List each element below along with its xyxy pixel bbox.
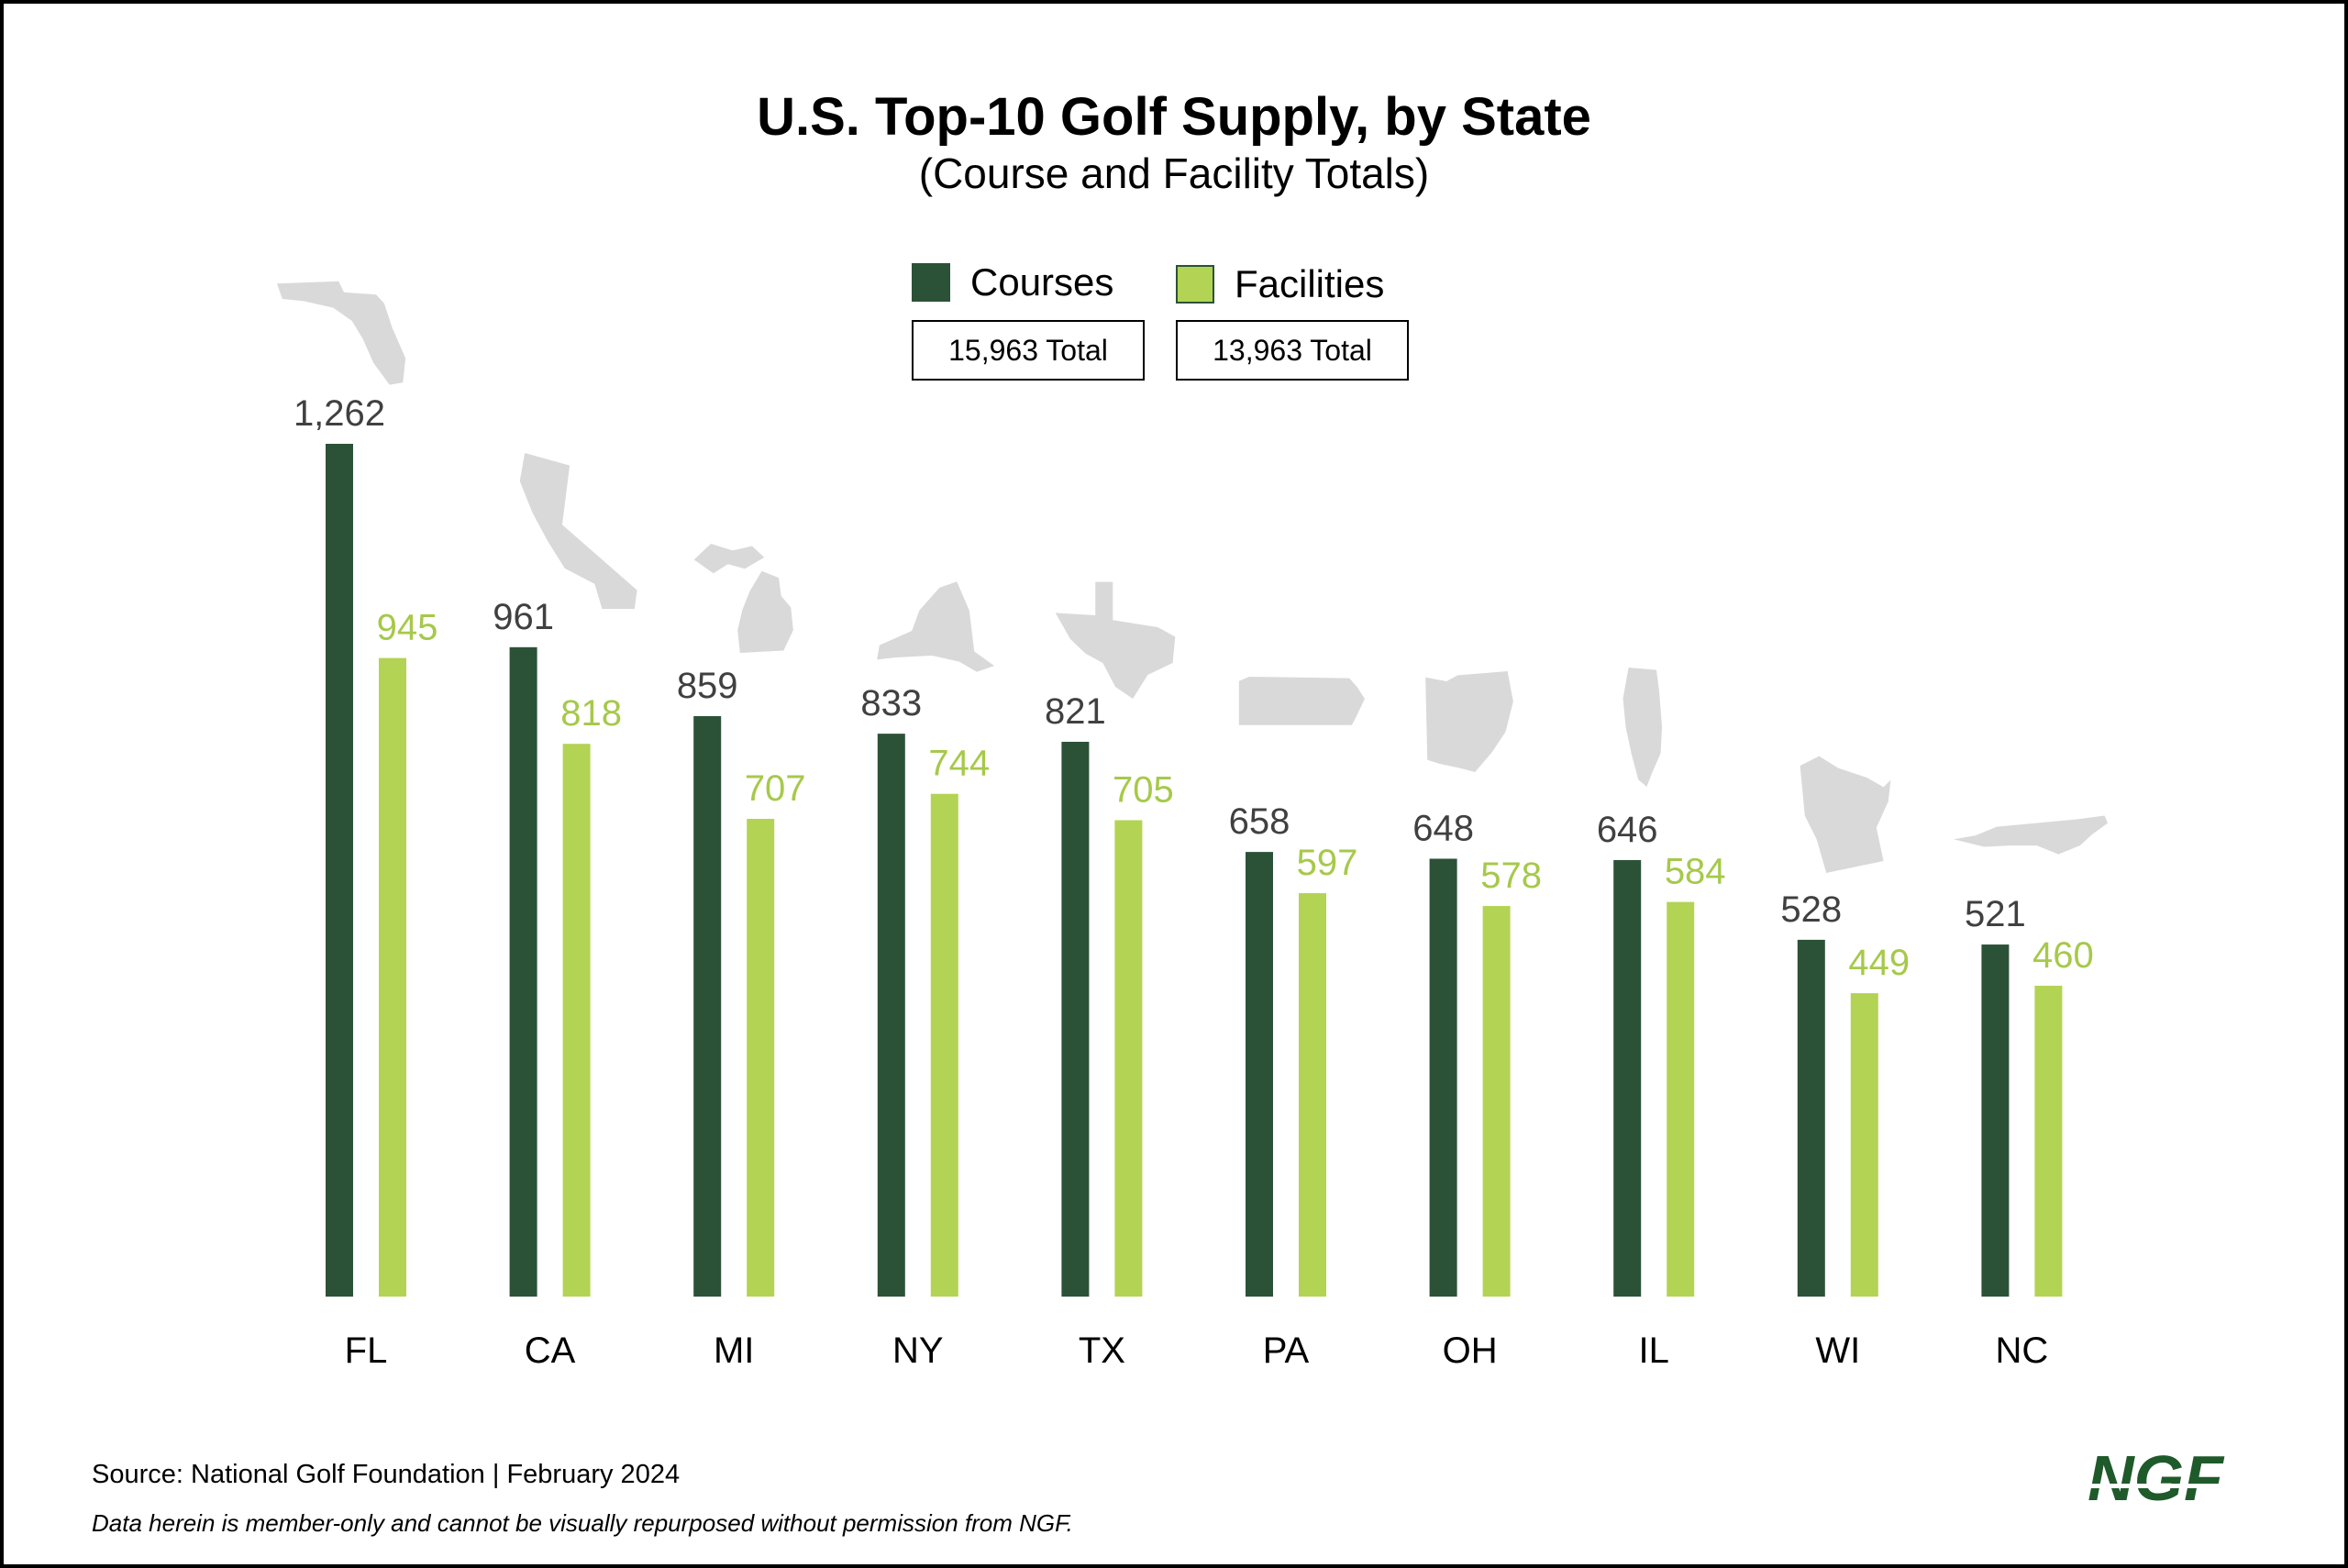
state-icons <box>277 281 2108 873</box>
bar-facilities-oh <box>1482 906 1511 1297</box>
value-label-facilities-fl: 945 <box>377 608 438 648</box>
x-tick-ny: NY <box>892 1331 944 1371</box>
source-note: Source: National Golf Foundation | Febru… <box>92 1460 681 1489</box>
x-tick-ca: CA <box>525 1331 576 1371</box>
bar-courses-wi <box>1797 939 1825 1297</box>
value-label-courses-fl: 1,262 <box>294 393 385 434</box>
ngf-logo: NGF <box>2067 1443 2243 1514</box>
bar-facilities-pa <box>1299 893 1326 1297</box>
x-tick-oh: OH <box>1443 1331 1498 1371</box>
value-label-courses-nc: 521 <box>1965 894 2026 934</box>
logo-stripe <box>2067 1484 2243 1488</box>
value-label-courses-il: 646 <box>1597 810 1658 850</box>
courses-total-text: 15,963 Total <box>948 333 1108 367</box>
value-label-facilities-mi: 707 <box>745 768 806 809</box>
bar-courses-ny <box>877 734 905 1297</box>
x-tick-wi: WI <box>1815 1331 1860 1371</box>
value-label-courses-mi: 859 <box>677 666 738 706</box>
texas-shape-icon <box>1055 581 1176 699</box>
bar-courses-pa <box>1246 852 1273 1297</box>
michigan-shape-icon <box>693 543 793 653</box>
value-label-facilities-ny: 744 <box>928 744 990 784</box>
bar-facilities-ca <box>562 744 591 1297</box>
chart-title: U.S. Top-10 Golf Supply, by State <box>757 87 1591 147</box>
value-label-facilities-tx: 705 <box>1113 769 1174 810</box>
x-tick-nc: NC <box>1996 1331 2049 1371</box>
bar-courses-oh <box>1429 858 1457 1297</box>
value-label-courses-oh: 648 <box>1412 808 1474 848</box>
x-tick-il: IL <box>1639 1331 1669 1371</box>
value-label-facilities-oh: 578 <box>1480 856 1542 896</box>
florida-shape-icon <box>277 281 406 385</box>
bar-courses-tx <box>1061 741 1090 1297</box>
new-york-shape-icon <box>877 581 994 672</box>
chart-subtitle: (Course and Facility Totals) <box>918 149 1430 197</box>
bar-facilities-nc <box>2034 986 2063 1297</box>
bar-facilities-ny <box>930 793 958 1297</box>
x-tick-tx: TX <box>1079 1331 1125 1371</box>
disclaimer-note: Data herein is member-only and cannot be… <box>92 1509 1073 1537</box>
legend-courses-label: Courses <box>970 260 1114 304</box>
value-label-courses-wi: 528 <box>1780 889 1842 930</box>
courses-total-box: 15,963 Total <box>912 320 1145 381</box>
bar-courses-mi <box>693 715 722 1297</box>
legend-courses-swatch <box>912 263 950 302</box>
x-tick-fl: FL <box>345 1331 388 1371</box>
facilities-total-box: 13,963 Total <box>1176 320 1409 381</box>
value-label-courses-ny: 833 <box>860 683 922 723</box>
x-tick-pa: PA <box>1263 1331 1310 1371</box>
value-label-courses-tx: 821 <box>1045 691 1106 732</box>
wisconsin-shape-icon <box>1800 756 1891 873</box>
bars <box>326 444 2063 1297</box>
north-carolina-shape-icon <box>1954 815 2108 855</box>
legend-facilities: Facilities <box>1176 262 1384 306</box>
x-axis: FL CA MI NY TX PA OH IL WI NC <box>345 1331 2049 1371</box>
legend-facilities-label: Facilities <box>1235 262 1385 305</box>
california-shape-icon <box>519 453 637 609</box>
bar-courses-fl <box>326 444 353 1297</box>
bar-facilities-wi <box>1850 993 1878 1297</box>
bar-facilities-mi <box>747 818 775 1297</box>
facilities-total-text: 13,963 Total <box>1213 333 1372 367</box>
value-label-facilities-il: 584 <box>1665 852 1726 892</box>
bar-facilities-fl <box>379 657 406 1297</box>
ngf-logo-text: NGF <box>2088 1443 2225 1514</box>
pennsylvania-shape-icon <box>1238 677 1365 725</box>
x-tick-mi: MI <box>714 1331 754 1371</box>
bar-courses-ca <box>509 646 537 1297</box>
legend-courses: Courses <box>912 260 1113 304</box>
bar-facilities-il <box>1667 901 1695 1297</box>
bar-courses-nc <box>1981 944 2010 1297</box>
bar-facilities-tx <box>1114 820 1143 1297</box>
value-label-courses-ca: 961 <box>493 597 554 637</box>
value-label-facilities-nc: 460 <box>2032 935 2094 976</box>
value-label-facilities-pa: 597 <box>1297 843 1358 883</box>
ohio-shape-icon <box>1425 671 1513 772</box>
value-label-facilities-wi: 449 <box>1848 943 1910 983</box>
illinois-shape-icon <box>1623 668 1663 787</box>
bar-courses-il <box>1613 859 1642 1297</box>
value-label-facilities-ca: 818 <box>560 693 622 734</box>
legend-facilities-swatch <box>1176 265 1214 304</box>
value-label-courses-pa: 658 <box>1229 801 1290 842</box>
